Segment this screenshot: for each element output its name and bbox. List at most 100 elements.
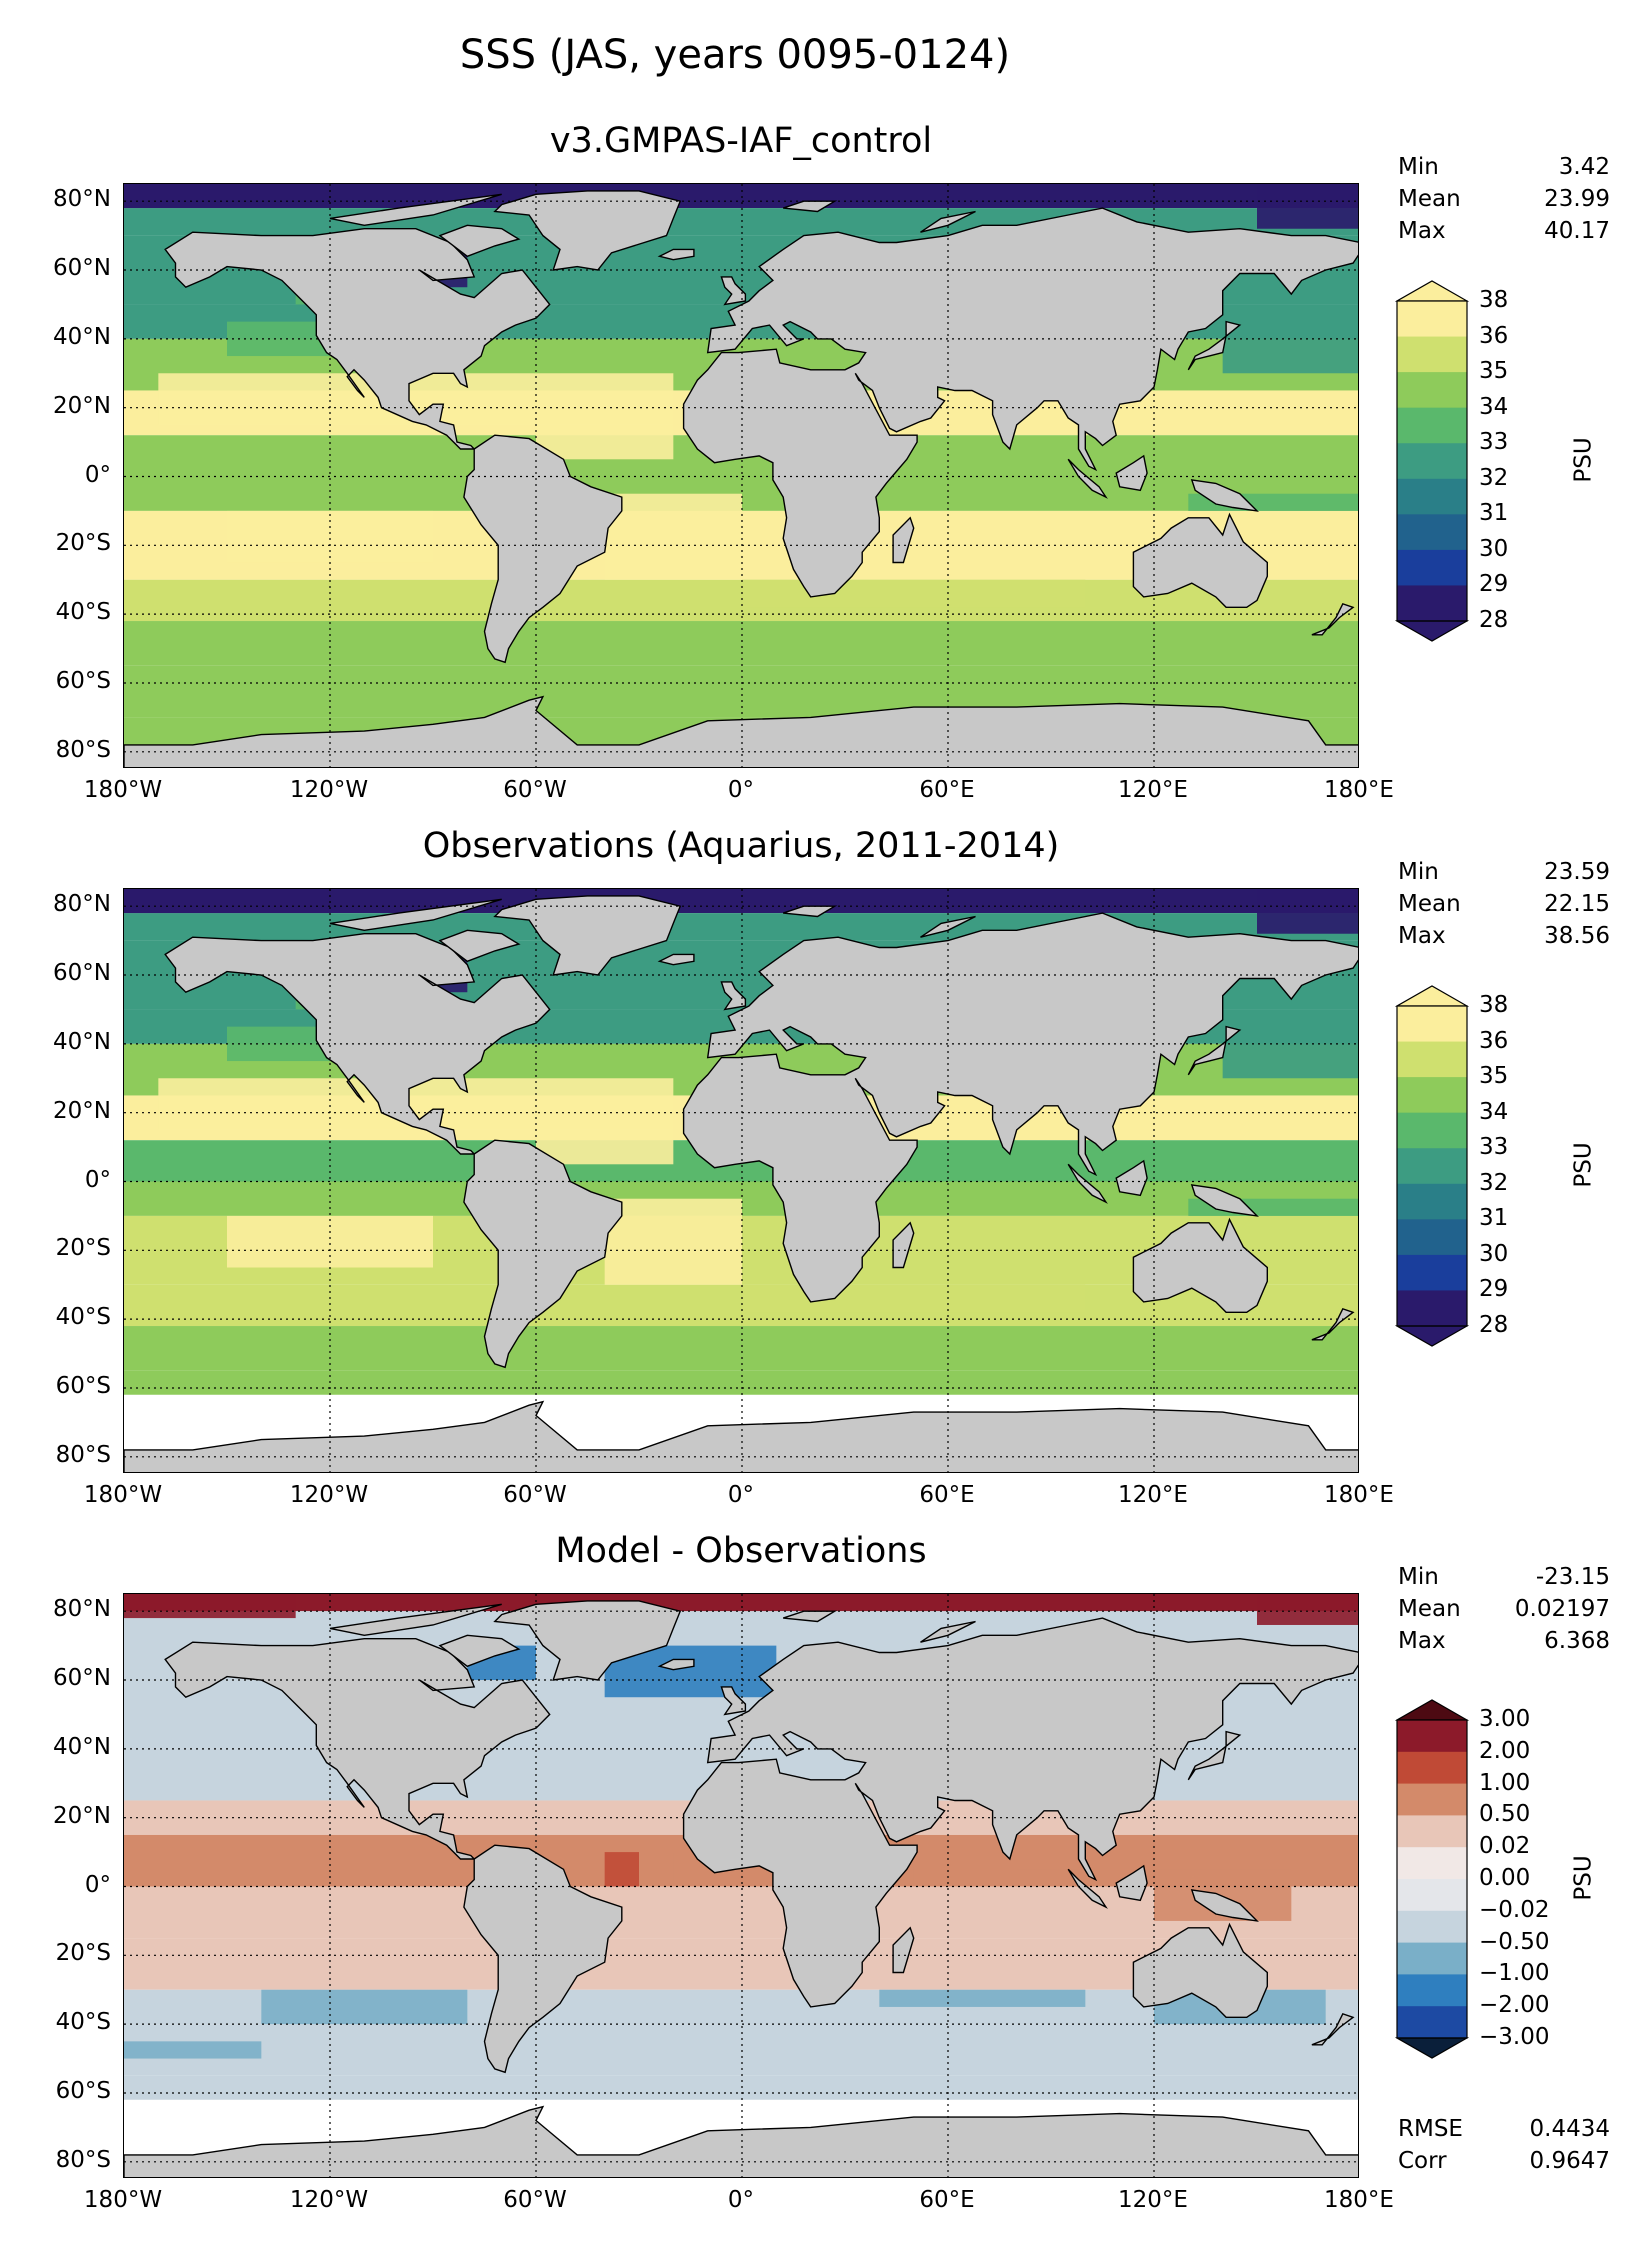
lon-tick-label: 60°E — [919, 777, 975, 803]
colorbar-tick-label: 28 — [1479, 607, 1509, 633]
lon-tick-label: 180°E — [1324, 1482, 1394, 1508]
stats-block: Min -23.15 Mean 0.02197 Max 6.368 — [1398, 1561, 1610, 1657]
lat-tick-label: 20°S — [55, 530, 111, 557]
salinity-band — [124, 1594, 1358, 1612]
stat-value: 38.56 — [1544, 923, 1610, 949]
colorbar-tick-label: 33 — [1479, 429, 1509, 456]
salinity-patch — [604, 493, 742, 580]
land-eurasia-africa — [682, 207, 1358, 598]
colorbar-tick-label: 28 — [1479, 1312, 1509, 1338]
land-japan — [1187, 1730, 1242, 1781]
land-south-america — [463, 434, 623, 664]
colorbar-segment — [1397, 549, 1467, 586]
lat-tick-label: 20°S — [55, 1940, 111, 1967]
stat-value: 23.99 — [1544, 186, 1610, 212]
colorbar-tick-label: −1.00 — [1479, 1960, 1550, 1987]
land-antarctica — [124, 1400, 1358, 1472]
colorbar-tick-label: −3.00 — [1479, 2024, 1550, 2050]
stat-row: Corr 0.9647 — [1398, 2145, 1610, 2177]
lat-tick-label: 80°S — [55, 736, 111, 763]
salinity-patch — [1222, 321, 1358, 374]
lat-tick-label: 40°N — [53, 1733, 111, 1760]
colorbar-tick-label: 29 — [1479, 571, 1509, 598]
colorbar-extend-top — [1394, 280, 1470, 302]
lon-tick-label: 180°W — [83, 1482, 163, 1508]
stat-row: Mean 22.15 — [1398, 888, 1610, 920]
land-north-america — [164, 1638, 551, 1860]
colorbar-tick-label: 31 — [1479, 500, 1509, 527]
colorbar-segment — [1397, 478, 1467, 515]
lon-tick-label: 180°E — [1324, 777, 1394, 803]
colorbar-tick-label: 36 — [1479, 322, 1509, 349]
colorbar-tick-label: 34 — [1479, 1098, 1509, 1125]
stats-block: Min 23.59 Mean 22.15 Max 38.56 — [1398, 856, 1610, 952]
stat-row: Min 23.59 — [1398, 856, 1610, 888]
colorbar-label: PSU — [1570, 1142, 1597, 1188]
salinity-patch — [1257, 184, 1358, 229]
salinity-patch — [1016, 1869, 1086, 1887]
lon-tick-label: 120°W — [289, 1482, 369, 1508]
colorbar-tick-label: 1.00 — [1479, 1769, 1531, 1796]
stat-value: 0.9647 — [1529, 2148, 1610, 2174]
colorbar-tick-label: 3.00 — [1479, 1706, 1531, 1732]
salinity-patch — [1257, 1594, 1358, 1625]
land-madagascar — [892, 1221, 915, 1269]
lat-tick-label: 60°N — [53, 1665, 111, 1692]
figure-title: SSS (JAS, years 0095-0124) — [459, 32, 1011, 78]
colorbar-segment — [1397, 407, 1467, 444]
colorbar-tick-label: 2.00 — [1479, 1737, 1531, 1764]
lon-tick-label: 60°W — [503, 1482, 567, 1508]
map-plot — [123, 888, 1359, 1473]
lat-tick-label: 40°N — [53, 1028, 111, 1055]
land-australia — [1132, 1217, 1269, 1313]
salinity-patch — [536, 1095, 674, 1165]
salinity-patch — [227, 1215, 433, 1268]
lat-tick-label: 20°N — [53, 1802, 111, 1829]
land-iceland — [657, 248, 695, 261]
stat-row: Mean 0.02197 — [1398, 1593, 1610, 1625]
colorbar-segment — [1397, 1077, 1467, 1114]
colorbar-segment — [1397, 1720, 1467, 1753]
lon-tick-label: 60°W — [503, 777, 567, 803]
colorbar-tick-label: −2.00 — [1479, 1992, 1550, 2019]
lon-tick-label: 180°W — [83, 2187, 163, 2213]
panel-title: v3.GMPAS-IAF_control — [549, 121, 933, 161]
colorbar-frame — [1396, 1005, 1468, 1327]
salinity-patch — [124, 2041, 262, 2059]
lat-tick-label: 60°N — [53, 255, 111, 282]
colorbar-tick-label: 32 — [1479, 464, 1509, 491]
land-south-america — [463, 1139, 623, 1369]
colorbar-segment — [1397, 1290, 1467, 1327]
stat-label: Max — [1398, 1628, 1446, 1654]
land-north-america — [164, 933, 551, 1155]
lon-tick-label: 60°E — [919, 1482, 975, 1508]
colorbar-tick-label: 31 — [1479, 1205, 1509, 1232]
land-uk — [720, 981, 747, 1011]
land-south-america — [463, 1844, 623, 2074]
colorbar-tick-label: 36 — [1479, 1027, 1509, 1054]
colorbar — [1394, 279, 1470, 647]
colorbar-extend-bottom — [1394, 2037, 1470, 2059]
stat-row: Max 38.56 — [1398, 920, 1610, 952]
map-plot — [123, 183, 1359, 768]
stat-label: Mean — [1398, 1596, 1461, 1622]
colorbar-label: PSU — [1570, 1855, 1597, 1901]
stat-label: RMSE — [1398, 2116, 1463, 2142]
colorbar-tick-label: 30 — [1479, 535, 1509, 562]
land-madagascar — [892, 516, 915, 564]
colorbar-extend-bottom — [1394, 1325, 1470, 1347]
land-greenland — [493, 895, 682, 976]
colorbar-frame — [1396, 1719, 1468, 2039]
land-antarctica — [124, 2105, 1358, 2177]
colorbar-extend-top — [1394, 1699, 1470, 1721]
colorbar-segment — [1397, 1879, 1467, 1912]
lat-tick-label: 80°S — [55, 2146, 111, 2173]
land-australia — [1132, 512, 1269, 608]
colorbar-tick-label: 29 — [1479, 1276, 1509, 1303]
land-iceland — [657, 953, 695, 966]
stat-value: 0.02197 — [1514, 1596, 1610, 1622]
lat-tick-label: 80°N — [53, 891, 111, 918]
lon-tick-label: 120°E — [1118, 777, 1188, 803]
land-eurasia-africa — [682, 912, 1358, 1303]
salinity-patch — [124, 184, 330, 209]
